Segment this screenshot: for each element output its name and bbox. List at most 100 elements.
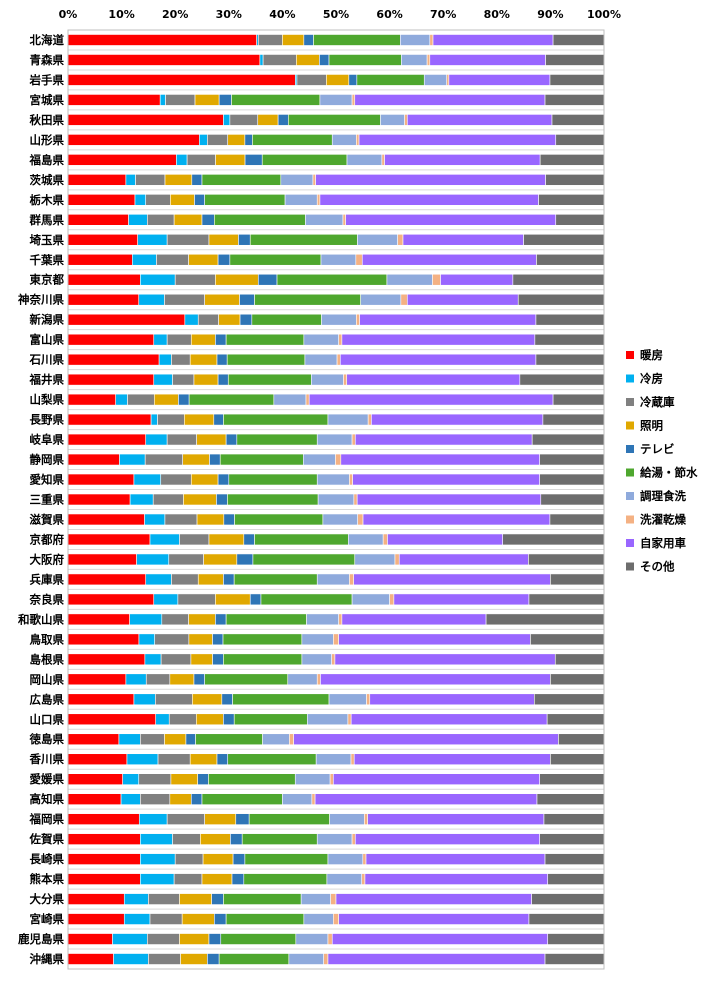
bar-segment — [360, 293, 402, 306]
bar-segment — [140, 793, 171, 805]
bar-segment — [215, 593, 251, 606]
bar-segment — [153, 393, 179, 406]
category-label: 愛知県 — [30, 473, 65, 487]
bar-segment — [218, 94, 232, 106]
bar-segment — [340, 453, 540, 466]
bar-segment — [184, 313, 199, 326]
category-label: 大阪府 — [30, 552, 65, 566]
bar-segment — [400, 34, 431, 46]
category-label: 島根県 — [30, 652, 65, 666]
bar-segment — [348, 533, 384, 546]
legend-label: その他 — [640, 560, 675, 574]
bar-segment — [331, 933, 549, 945]
bar-segment — [67, 873, 141, 885]
bar-segment — [331, 134, 357, 146]
bar-segment — [327, 953, 546, 965]
bar-segment — [389, 593, 395, 606]
bar-segment — [145, 573, 172, 586]
category-label: 京都府 — [30, 532, 65, 546]
category-label: 高知県 — [30, 792, 65, 806]
bar-segment — [404, 114, 408, 126]
bar-segment — [353, 753, 551, 766]
bar-segment — [214, 213, 306, 226]
bar-segment — [485, 613, 605, 626]
bar-segment — [252, 134, 333, 146]
bar-segment — [306, 613, 339, 626]
bar-segment — [539, 773, 605, 786]
bar-segment — [334, 653, 556, 666]
category-label: 滋賀県 — [30, 512, 65, 526]
bar-segment — [351, 593, 390, 606]
category-label: 岡山県 — [30, 672, 65, 686]
bar-segment — [193, 673, 205, 686]
bar-segment — [316, 573, 350, 586]
category-label: 北海道 — [30, 33, 65, 47]
bar-segment — [547, 933, 605, 945]
bar-segment — [282, 793, 313, 805]
bar-segment — [157, 753, 191, 766]
bar-segment — [273, 393, 307, 406]
bar-segment — [546, 713, 605, 726]
bar-segment — [214, 913, 227, 925]
bar-segment — [188, 633, 213, 646]
bar-segment — [354, 433, 533, 446]
bar-segment — [228, 473, 318, 486]
bar-segment — [356, 493, 542, 506]
legend-swatch — [626, 515, 634, 524]
bar-segment — [354, 94, 546, 106]
bar-segment — [502, 533, 605, 546]
bar-segment — [554, 653, 605, 666]
bar-segment — [387, 533, 503, 546]
bar-segment — [349, 473, 353, 486]
bar-segment — [330, 893, 337, 905]
bar-segment — [397, 233, 404, 246]
bar-segment — [213, 413, 224, 426]
category-label: 富山県 — [30, 333, 65, 347]
bar-segment — [134, 194, 147, 206]
bar-segment — [216, 753, 229, 766]
bar-segment — [335, 453, 342, 466]
category-label: 宮崎県 — [30, 912, 65, 926]
bar-segment — [305, 393, 310, 406]
bar-segment — [196, 433, 227, 446]
bar-segment — [200, 833, 231, 845]
bar-segment — [67, 213, 129, 226]
bar-segment — [367, 413, 372, 426]
bar-segment — [164, 174, 193, 186]
bar-segment — [251, 313, 322, 326]
bar-segment — [67, 653, 146, 666]
bar-segment — [432, 273, 441, 286]
legend-label: 給湯・節水 — [640, 466, 698, 480]
bar-segment — [295, 933, 329, 945]
bar-segment — [115, 393, 128, 406]
bar-segment — [67, 114, 224, 126]
bar-segment — [248, 813, 330, 825]
bar-segment — [145, 673, 171, 686]
bar-segment — [138, 813, 168, 825]
bar-segment — [440, 273, 514, 286]
bar-segment — [238, 233, 251, 246]
legend-label: 調理食洗 — [640, 489, 686, 503]
bar-segment — [155, 713, 170, 726]
bar-segment — [320, 673, 551, 686]
bar-segment — [361, 873, 366, 885]
category-label: 秋田県 — [30, 113, 65, 127]
bar-segment — [429, 54, 546, 66]
bar-segment — [402, 233, 524, 246]
bar-segment — [426, 54, 431, 66]
bar-segment — [540, 493, 605, 506]
bar-segment — [67, 553, 137, 566]
bar-segment — [148, 953, 181, 965]
bar-segment — [429, 34, 434, 46]
bar-segment — [223, 513, 235, 526]
bar-segment — [171, 573, 199, 586]
bar-segment — [149, 913, 183, 925]
bar-segment — [241, 833, 318, 845]
category-label: 茨城県 — [30, 173, 65, 187]
bar-segment — [219, 453, 304, 466]
bar-segment — [544, 94, 605, 106]
bar-segment — [186, 154, 216, 166]
bar-segment — [204, 673, 289, 686]
bar-segment — [208, 933, 222, 945]
bar-segment — [558, 733, 605, 746]
